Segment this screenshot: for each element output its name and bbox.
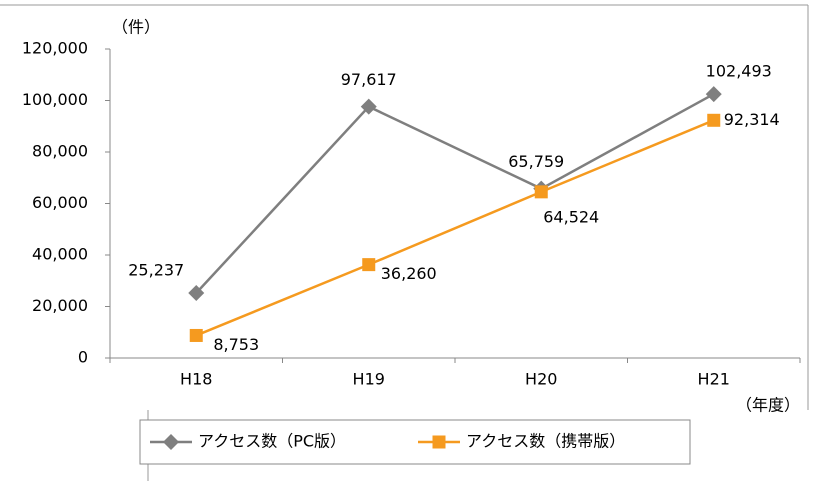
data-label: 8,753 [213, 335, 259, 354]
y-tick-label: 100,000 [22, 90, 88, 109]
y-tick-label: 20,000 [32, 296, 88, 315]
x-tick-label: H19 [353, 370, 385, 389]
legend-label: アクセス数（携帯版） [466, 432, 625, 451]
marker [707, 113, 721, 127]
x-tick-label: H21 [698, 370, 730, 389]
y-tick-label: 40,000 [32, 245, 88, 264]
legend-label: アクセス数（PC版） [198, 432, 346, 451]
y-tick-label: 80,000 [32, 142, 88, 161]
y-tick-label: 0 [78, 348, 88, 367]
marker [705, 86, 722, 103]
marker [534, 185, 548, 199]
y-tick-label: 60,000 [32, 193, 88, 212]
marker [360, 98, 377, 115]
y-tick-label: 120,000 [22, 39, 88, 58]
marker [189, 328, 203, 342]
series-line [195, 92, 715, 294]
data-label: 97,617 [341, 70, 397, 89]
data-label: 102,493 [706, 62, 772, 81]
marker [362, 258, 376, 272]
marker [432, 435, 446, 449]
series-line [195, 119, 715, 337]
x-tick-label: H20 [525, 370, 557, 389]
y-axis-label: （件） [112, 18, 160, 37]
data-label: 64,524 [543, 207, 599, 226]
data-label: 25,237 [128, 261, 184, 280]
data-label: 65,759 [508, 152, 564, 171]
data-label: 36,260 [381, 264, 437, 283]
x-axis-label: （年度） [736, 396, 800, 415]
data-label: 92,314 [724, 110, 780, 129]
x-tick-label: H18 [180, 370, 212, 389]
legend-box [139, 419, 691, 465]
marker [163, 434, 179, 450]
marker [188, 285, 205, 302]
